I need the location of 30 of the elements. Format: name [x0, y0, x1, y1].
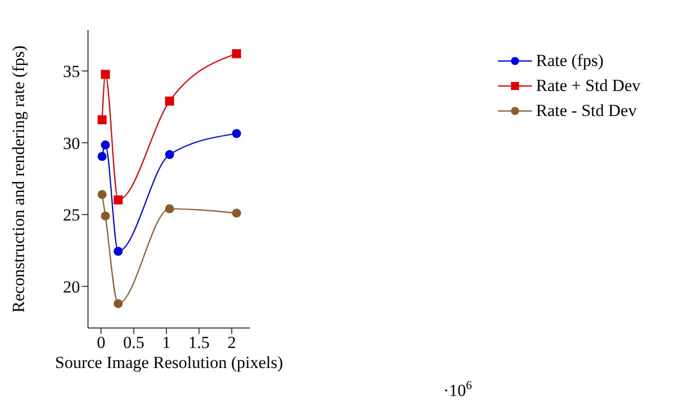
point — [98, 152, 107, 161]
x-axis-title: Source Image Resolution (pixels) — [54, 353, 284, 372]
y-tick-label: 35 — [63, 62, 80, 81]
point — [232, 208, 242, 218]
point — [98, 115, 107, 124]
text: ·10$^{6}$ — [443, 378, 472, 400]
point — [114, 246, 123, 256]
x-tick-label: 0.5 — [123, 333, 144, 352]
x-tick-label: 1.5 — [188, 333, 210, 352]
point — [165, 96, 174, 106]
point — [165, 150, 174, 160]
point — [114, 299, 123, 308]
legend-label: Rate (fps) — [536, 50, 604, 70]
legend-label: Rate - Std Dev — [536, 100, 637, 120]
y-axis-title: Reconstruction and rendering rate (fps) — [9, 45, 28, 313]
x-tick-label: 2 — [227, 333, 236, 352]
legend-label: Rate + Std Dev — [536, 76, 640, 96]
point — [100, 211, 110, 220]
y-tick-label: 25 — [63, 206, 80, 225]
x-tick-label: 1 — [162, 333, 171, 352]
point — [100, 140, 110, 150]
point — [232, 49, 242, 58]
point — [114, 195, 123, 204]
x-tick-label: 0 — [96, 333, 106, 352]
point — [165, 204, 174, 214]
point — [232, 129, 242, 138]
point — [100, 70, 110, 79]
point — [98, 190, 107, 199]
y-tick-label: 20 — [63, 277, 80, 296]
y-tick-label: 30 — [63, 134, 80, 153]
